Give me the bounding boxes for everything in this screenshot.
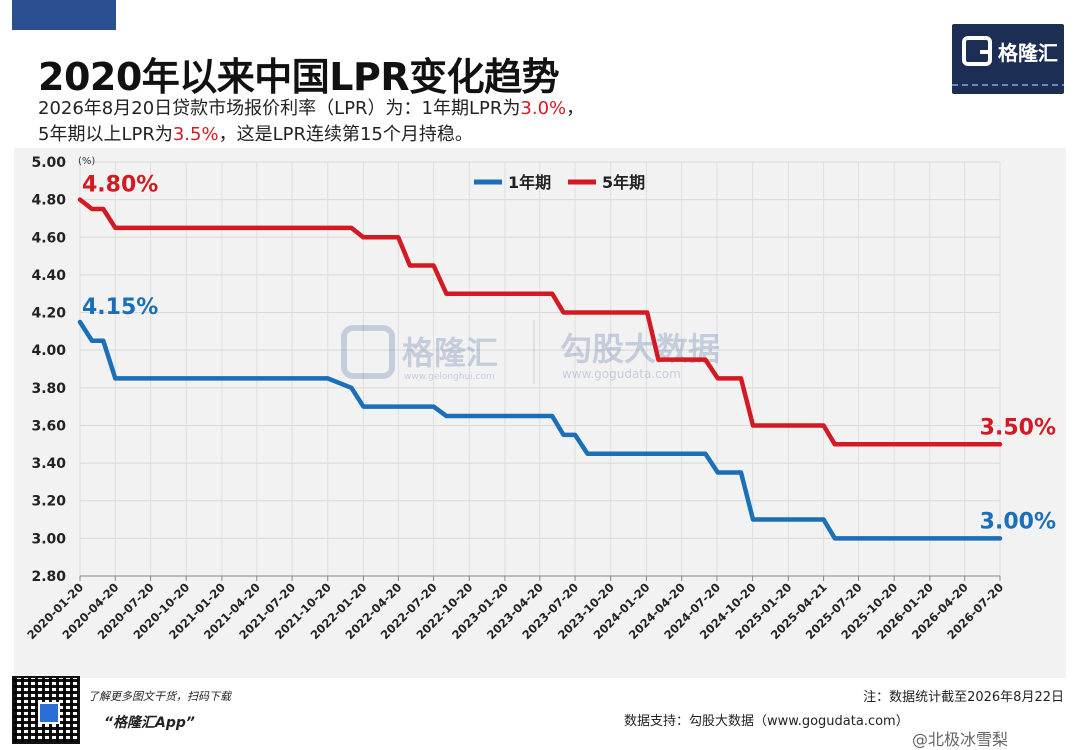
subtitle-1-value: 3.0% — [520, 98, 567, 119]
series-lines — [77, 197, 1003, 541]
data-source: 数据支持：勾股大数据（www.gogudata.com） — [624, 714, 909, 729]
y-tick-label: 3.80 — [31, 381, 66, 397]
series-line-2 — [77, 197, 1003, 447]
top-accent-bar — [12, 0, 116, 30]
watermark-g-icon — [341, 325, 395, 379]
qr-code[interactable] — [12, 676, 80, 744]
series-line-1 — [77, 319, 1003, 541]
watermark: 格隆汇 www.gelonghui.com 勾股大数据 www.gogudata… — [341, 320, 720, 384]
brand-g-icon — [962, 36, 992, 66]
series-start-label: 4.15% — [82, 295, 158, 320]
qr-caption: 了解更多图文干货，扫码下载 — [88, 690, 231, 703]
subtitle-1a: 2026年8月20日贷款市场报价利率（LPR）为：1年期LPR为 — [38, 98, 521, 119]
qr-center-icon — [38, 702, 60, 724]
watermark-brand: 格隆汇 — [402, 334, 498, 372]
legend-label: 5年期 — [602, 173, 645, 192]
logo-decoration — [952, 84, 1064, 86]
y-tick-label: 4.20 — [31, 306, 66, 322]
subtitle-line-2: 5年期以上LPR为3.5%，这是LPR连续第15个月持稳。 — [38, 120, 473, 146]
y-tick-label: 2.80 — [31, 569, 66, 585]
subtitle-1b: ， — [566, 98, 585, 119]
legend-label: 1年期 — [508, 173, 551, 192]
brand-logo: 格隆汇 — [952, 24, 1064, 94]
y-tick-label: 3.40 — [31, 456, 66, 472]
data-note: 注：数据统计截至2026年8月22日 — [863, 690, 1064, 705]
chart-title: 2020年以来中国LPR变化趋势 — [38, 55, 560, 99]
y-tick-label: 4.60 — [31, 230, 66, 246]
series-end-label: 3.50% — [980, 415, 1056, 440]
y-tick-label: 3.00 — [31, 531, 66, 547]
y-unit-label: (%) — [78, 156, 95, 167]
y-tick-label: 3.60 — [31, 418, 66, 434]
subtitle-2a: 5年期以上LPR为 — [38, 124, 173, 145]
subtitle-2b: ，这是LPR连续第15个月持稳。 — [218, 124, 473, 145]
y-tick-label: 3.20 — [31, 494, 66, 510]
app-name: “格隆汇App” — [104, 715, 195, 731]
subtitle-2-value: 3.5% — [172, 124, 219, 145]
x-axis: 2020-01-202020-04-202020-07-202020-10-20… — [24, 575, 1006, 642]
y-tick-label: 4.00 — [31, 343, 66, 359]
data-labels: 4.15% 3.00% 4.80% 3.50% — [82, 173, 1056, 535]
chart-legend: 1年期 5年期 — [474, 173, 645, 192]
y-tick-label: 5.00 — [31, 155, 66, 171]
weibo-watermark: @北极冰雪梨 — [912, 730, 1009, 749]
y-tick-label: 4.80 — [31, 193, 66, 209]
y-tick-label: 4.40 — [31, 268, 66, 284]
watermark-url: www.gelonghui.com — [404, 372, 495, 382]
series-start-label: 4.80% — [82, 173, 158, 198]
series-end-label: 3.00% — [980, 509, 1056, 534]
subtitle-line-1: 2026年8月20日贷款市场报价利率（LPR）为：1年期LPR为3.0%， — [38, 94, 584, 120]
y-axis: 5.00 4.80 4.60 4.40 4.20 4.00 3.80 3.60 3.40 3.20… — [31, 155, 66, 585]
brand-logo-text: 格隆汇 — [998, 41, 1058, 65]
watermark-url-2: www.gogudata.com — [562, 367, 681, 381]
gridlines — [79, 161, 1001, 577]
watermark-brand-2: 勾股大数据 — [560, 330, 720, 368]
